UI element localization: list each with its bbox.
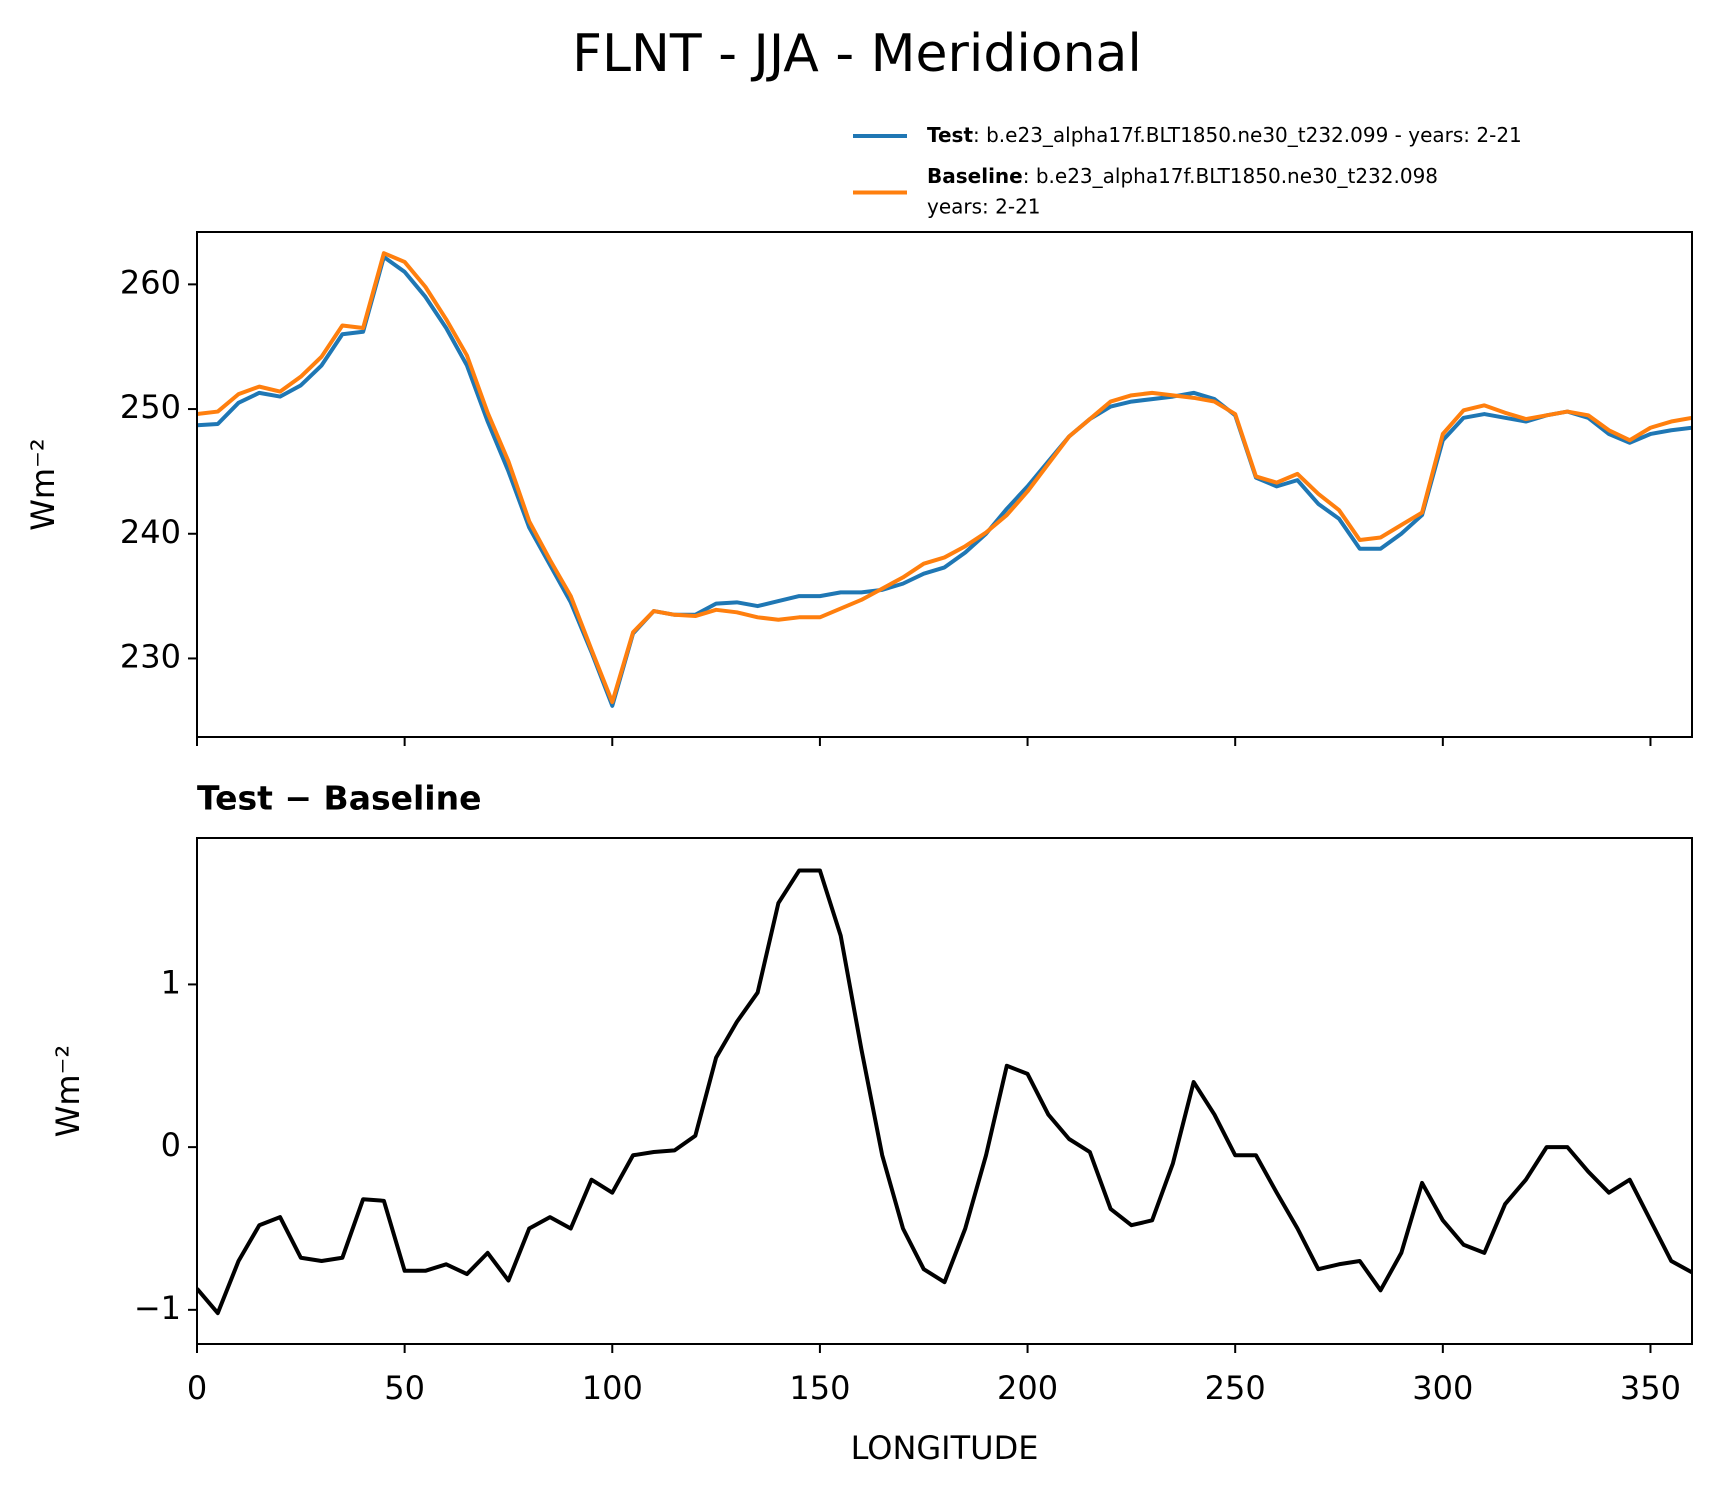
legend-description: : b.e23_alpha17f.BLT1850.ne30_t232.098 xyxy=(1023,164,1438,188)
x-tick-label: 350 xyxy=(1620,1369,1681,1407)
y-tick-label: 240 xyxy=(120,513,181,551)
y-tick-label: 0 xyxy=(161,1126,181,1164)
figure-title: FLNT - JJA - Meridional xyxy=(572,24,1142,84)
x-tick-label: 250 xyxy=(1205,1369,1266,1407)
y-tick-label: 250 xyxy=(120,388,181,426)
panel-title: Test − Baseline xyxy=(197,779,482,818)
x-tick-label: 50 xyxy=(384,1369,425,1407)
legend-label: Baseline: b.e23_alpha17f.BLT1850.ne30_t2… xyxy=(927,164,1438,188)
x-tick-label: 150 xyxy=(789,1369,850,1407)
x-tick-label: 100 xyxy=(582,1369,643,1407)
legend-description: : b.e23_alpha17f.BLT1850.ne30_t232.099 -… xyxy=(973,123,1522,147)
legend-name: Baseline xyxy=(927,164,1023,188)
legend-label: Test: b.e23_alpha17f.BLT1850.ne30_t232.0… xyxy=(927,123,1522,147)
y-tick-label: 1 xyxy=(161,963,181,1001)
plot-frame xyxy=(196,231,1693,738)
x-axis-label: LONGITUDE xyxy=(851,1429,1039,1467)
series-line xyxy=(197,868,1692,1316)
x-tick-label: 200 xyxy=(997,1369,1058,1407)
y-axis-label: Wm⁻² xyxy=(24,438,62,531)
plot-frame xyxy=(196,837,1693,1345)
series-line xyxy=(197,251,1692,705)
x-tick-label: 0 xyxy=(187,1369,207,1407)
legend-description: years: 2-21 xyxy=(927,195,1041,219)
y-tick-label: −1 xyxy=(134,1289,181,1327)
legend-name: Test xyxy=(927,123,973,147)
series-line xyxy=(197,254,1692,708)
y-tick-label: 260 xyxy=(120,263,181,301)
x-tick-label: 300 xyxy=(1412,1369,1473,1407)
y-tick-label: 230 xyxy=(120,637,181,675)
y-axis-label: Wm⁻² xyxy=(49,1045,87,1138)
